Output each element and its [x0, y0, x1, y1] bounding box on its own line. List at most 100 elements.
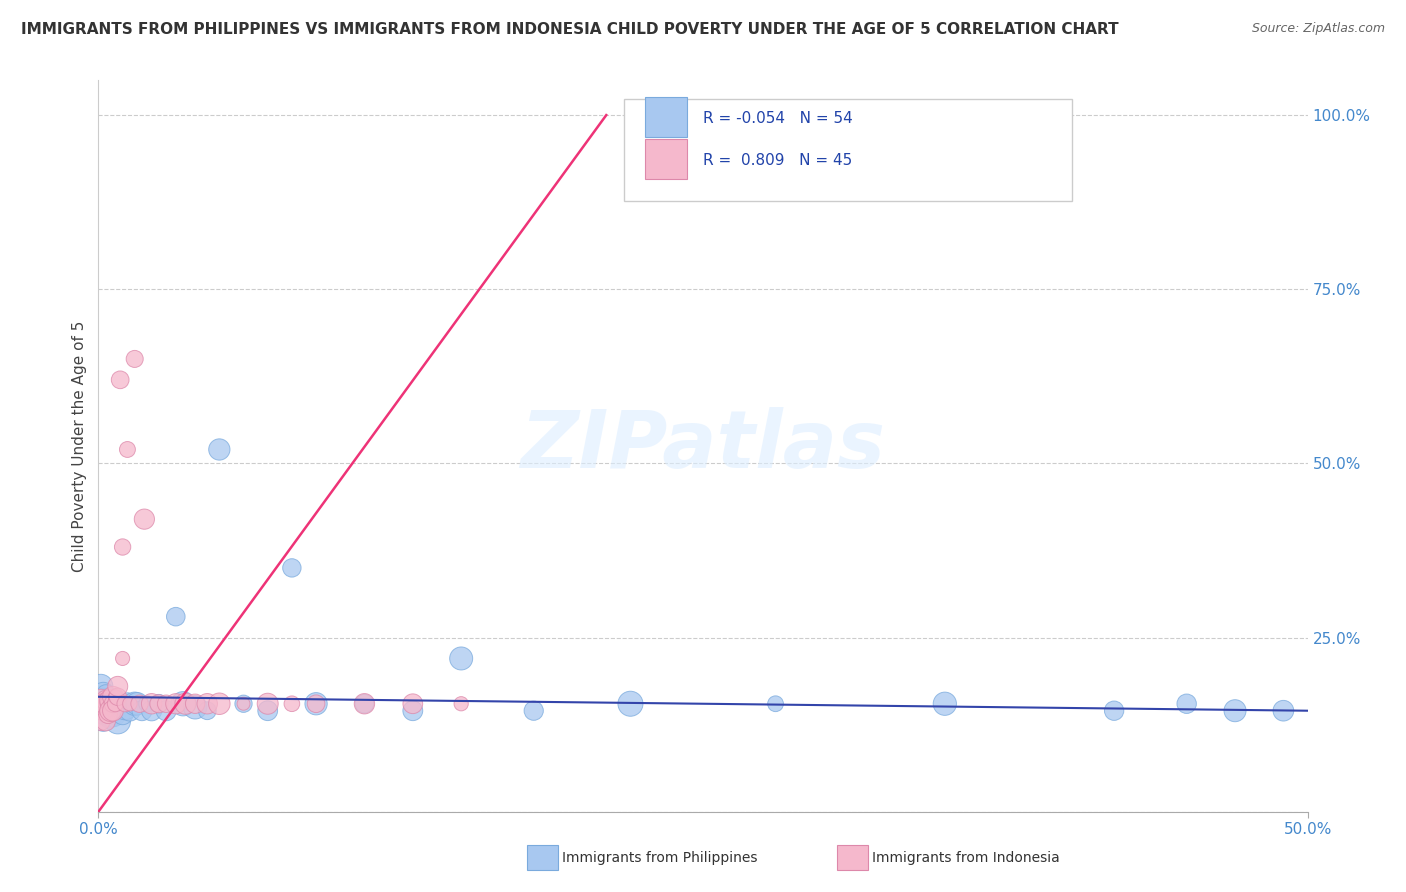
Point	[184, 697, 207, 711]
Text: Immigrants from Indonesia: Immigrants from Indonesia	[872, 851, 1060, 865]
Text: Immigrants from Philippines: Immigrants from Philippines	[562, 851, 758, 865]
Point	[124, 697, 146, 711]
Point	[353, 697, 375, 711]
Point	[195, 697, 218, 711]
Point	[101, 704, 124, 718]
Point	[91, 686, 114, 700]
FancyBboxPatch shape	[624, 99, 1071, 201]
Point	[1272, 704, 1295, 718]
Point	[91, 693, 114, 707]
Point	[91, 697, 114, 711]
Point	[90, 679, 112, 693]
Point	[94, 693, 117, 707]
Point	[208, 697, 231, 711]
Point	[111, 651, 134, 665]
Text: Source: ZipAtlas.com: Source: ZipAtlas.com	[1251, 22, 1385, 36]
Point	[94, 714, 117, 728]
Point	[141, 704, 163, 718]
Point	[117, 693, 139, 707]
Point	[1175, 697, 1198, 711]
Point	[114, 697, 136, 711]
Point	[114, 700, 136, 714]
Point	[165, 697, 187, 711]
Point	[305, 697, 328, 711]
Point	[100, 693, 122, 707]
Point	[107, 690, 129, 704]
Point	[765, 697, 787, 711]
Point	[619, 697, 641, 711]
Point	[97, 714, 120, 728]
Text: IMMIGRANTS FROM PHILIPPINES VS IMMIGRANTS FROM INDONESIA CHILD POVERTY UNDER THE: IMMIGRANTS FROM PHILIPPINES VS IMMIGRANT…	[21, 22, 1119, 37]
Point	[1102, 704, 1125, 718]
Point	[90, 693, 112, 707]
Point	[402, 704, 425, 718]
Point	[934, 697, 956, 711]
Point	[104, 700, 127, 714]
Point	[155, 697, 177, 711]
Point	[101, 700, 124, 714]
Point	[148, 697, 170, 711]
Point	[107, 679, 129, 693]
Point	[104, 697, 127, 711]
Text: R = -0.054   N = 54: R = -0.054 N = 54	[703, 111, 853, 126]
Point	[118, 704, 141, 718]
Point	[94, 686, 117, 700]
Point	[172, 697, 194, 711]
Point	[124, 351, 146, 366]
Point	[256, 704, 278, 718]
Point	[134, 512, 156, 526]
Point	[101, 690, 124, 704]
Point	[135, 697, 157, 711]
Point	[90, 697, 112, 711]
Point	[281, 697, 304, 711]
Point	[155, 704, 177, 718]
Point	[256, 697, 278, 711]
Point	[91, 714, 114, 728]
Bar	[645, 139, 688, 179]
Point	[94, 693, 117, 707]
Point	[91, 707, 114, 722]
Point	[94, 707, 117, 722]
Point	[117, 442, 139, 457]
Point	[100, 704, 122, 718]
Point	[195, 704, 218, 718]
Point	[184, 700, 207, 714]
Point	[104, 693, 127, 707]
Point	[165, 609, 187, 624]
Point	[97, 707, 120, 722]
Bar	[645, 97, 688, 137]
Point	[305, 697, 328, 711]
Point	[127, 697, 149, 711]
Point	[353, 697, 375, 711]
Text: ZIPatlas: ZIPatlas	[520, 407, 886, 485]
Point	[94, 700, 117, 714]
Point	[1223, 704, 1246, 718]
Point	[101, 697, 124, 711]
Point	[100, 697, 122, 711]
Point	[107, 714, 129, 728]
Point	[131, 704, 153, 718]
Point	[100, 700, 122, 714]
Point	[101, 707, 124, 722]
Point	[232, 697, 254, 711]
Point	[90, 700, 112, 714]
Point	[100, 693, 122, 707]
Point	[208, 442, 231, 457]
Point	[281, 561, 304, 575]
Point	[118, 697, 141, 711]
Point	[523, 704, 546, 718]
Point	[97, 700, 120, 714]
Point	[450, 697, 472, 711]
Point	[111, 540, 134, 554]
Point	[402, 697, 425, 711]
Point	[100, 707, 122, 722]
Point	[97, 697, 120, 711]
Text: R =  0.809   N = 45: R = 0.809 N = 45	[703, 153, 852, 169]
Point	[104, 690, 127, 704]
Point	[111, 707, 134, 722]
Y-axis label: Child Poverty Under the Age of 5: Child Poverty Under the Age of 5	[72, 320, 87, 572]
Point	[97, 693, 120, 707]
Point	[128, 697, 150, 711]
Point	[97, 693, 120, 707]
Point	[91, 704, 114, 718]
